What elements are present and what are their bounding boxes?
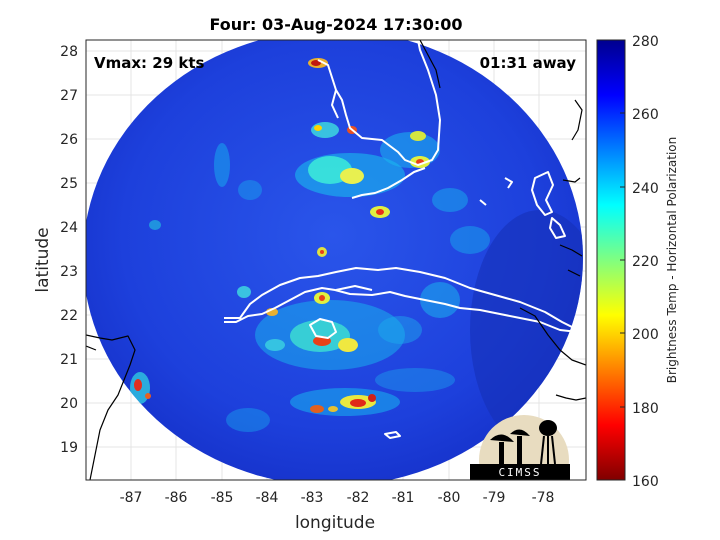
logo-text: CIMSS (498, 466, 541, 479)
x-tick-label: -85 (211, 490, 234, 506)
coastlines (86, 40, 586, 480)
isla-de-la-juventud (309, 318, 337, 339)
colorbar-tick-label: 220 (632, 254, 659, 270)
x-tick-label: -87 (120, 490, 143, 506)
plot-frame (85, 39, 587, 481)
y-tick-label: 19 (60, 440, 78, 456)
x-tick-label: -82 (347, 490, 370, 506)
y-tick-label: 28 (60, 44, 78, 60)
y-tick-label: 27 (60, 88, 78, 104)
x-tick-label: -84 (256, 490, 279, 506)
x-tick-label: -86 (165, 490, 188, 506)
florida-keys (351, 167, 426, 199)
colorbar-tick-label: 200 (632, 327, 659, 343)
y-tick-label: 25 (60, 176, 78, 192)
plot-area: Vmax: 29 kts 01:31 away CIMSS (86, 40, 586, 480)
cuba-coastline (224, 267, 579, 333)
y-tick-label: 23 (60, 264, 78, 280)
y-tick-label: 26 (60, 132, 78, 148)
colorbar-tick-label: 280 (632, 34, 659, 50)
cimss-logo: CIMSS (470, 415, 570, 480)
y-tick-label: 24 (60, 220, 78, 236)
x-tick-label: -83 (301, 490, 324, 506)
x-axis: -87 -86 -85 -84 -83 -82 -81 -80 -79 -78 … (120, 490, 555, 533)
bahamas-andros (531, 171, 554, 216)
colorbar-tick-label: 180 (632, 401, 659, 417)
y-tick-label: 22 (60, 308, 78, 324)
x-tick-label: -79 (483, 490, 506, 506)
time-away-label: 01:31 away (480, 54, 577, 72)
colorbar-tick-label: 240 (632, 181, 659, 197)
y-axis-label: latitude (33, 227, 53, 292)
x-tick-label: -78 (532, 490, 555, 506)
y-axis: 19 20 21 22 23 24 25 26 27 28 latitude (33, 44, 78, 456)
colorbar-label: Brightness Temp - Horizontal Polarizatio… (665, 137, 679, 384)
x-tick-label: -80 (438, 490, 461, 506)
vmax-label: Vmax: 29 kts (94, 54, 204, 72)
chart-title: Four: 03-Aug-2024 17:30:00 (210, 15, 463, 34)
colorbar: 280 260 240 220 200 180 160 Brightness T… (596, 34, 679, 490)
colorbar-tick-label: 260 (632, 107, 659, 123)
colorbar-tick-label: 160 (632, 474, 659, 490)
x-axis-label: longitude (295, 513, 375, 533)
y-tick-label: 21 (60, 352, 78, 368)
hispaniola-outline (519, 307, 586, 366)
florida-coastline (317, 40, 441, 166)
x-tick-label: -81 (392, 490, 415, 506)
y-tick-label: 20 (60, 396, 78, 412)
yucatan-coastline (86, 334, 136, 480)
